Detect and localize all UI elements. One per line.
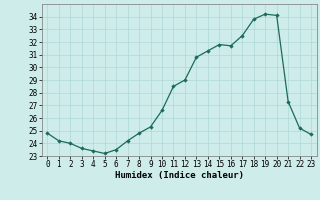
X-axis label: Humidex (Indice chaleur): Humidex (Indice chaleur): [115, 171, 244, 180]
